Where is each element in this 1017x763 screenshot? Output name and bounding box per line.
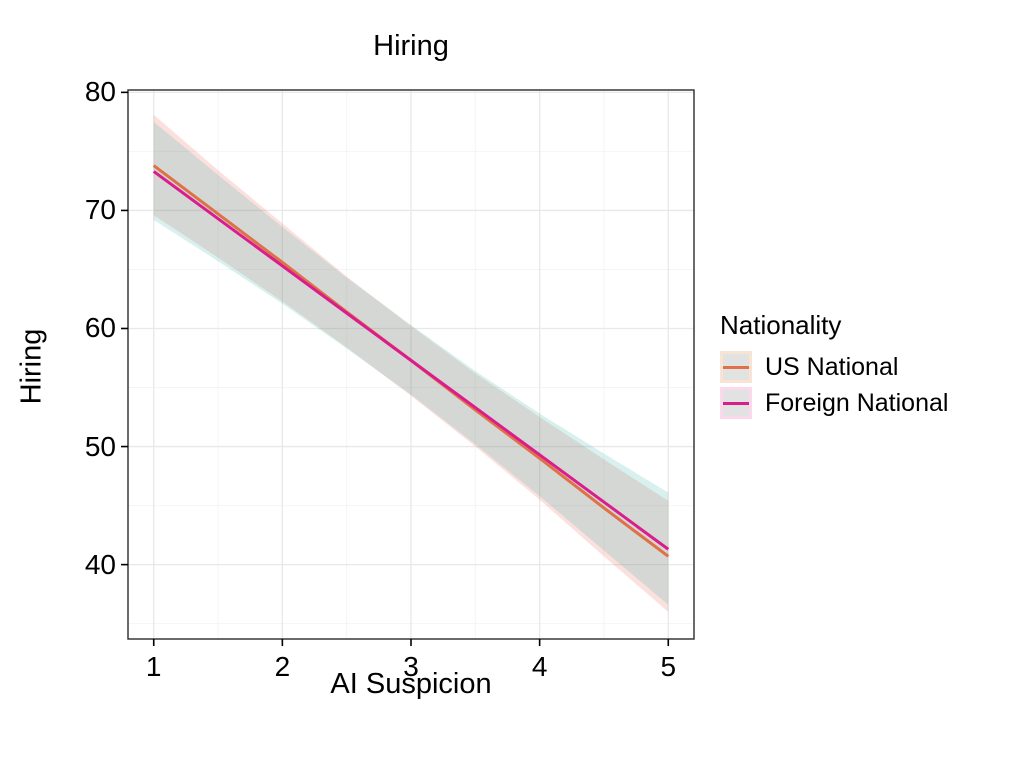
y-tick-label: 50 [84, 430, 116, 462]
x-tick-label: 1 [145, 651, 162, 682]
plot-title: Hiring [373, 30, 449, 62]
y-tick-label: 60 [84, 312, 116, 344]
x-tick-label: 5 [660, 651, 677, 682]
y-tick-label: 70 [84, 194, 116, 226]
x-tick-label: 2 [274, 651, 291, 682]
regression-line [152, 170, 670, 551]
legend-item-foreign-national: Foreign National [720, 386, 948, 420]
y-axis-title: Hiring [15, 328, 48, 405]
legend-label: US National [765, 352, 899, 381]
y-tick-label: 80 [84, 76, 116, 108]
x-axis-title: AI Suspicion [330, 668, 492, 700]
confidence-ribbon [153, 121, 669, 605]
legend-label: Foreign National [765, 388, 949, 417]
us-national-line-swatch-icon [723, 365, 749, 369]
foreign-national-legend-key-icon [720, 387, 752, 419]
foreign-national-line-swatch-icon [723, 401, 749, 405]
legend-title: Nationality [720, 310, 842, 340]
x-tick-label: 3 [403, 651, 419, 682]
legend: Nationality US National Foreign National [720, 310, 948, 422]
confidence-ribbon [153, 114, 669, 612]
x-tick-label: 4 [531, 651, 548, 682]
y-tick-label: 40 [84, 548, 116, 580]
legend-item-us-national: US National [720, 350, 948, 384]
us-national-legend-key-icon [720, 351, 752, 383]
